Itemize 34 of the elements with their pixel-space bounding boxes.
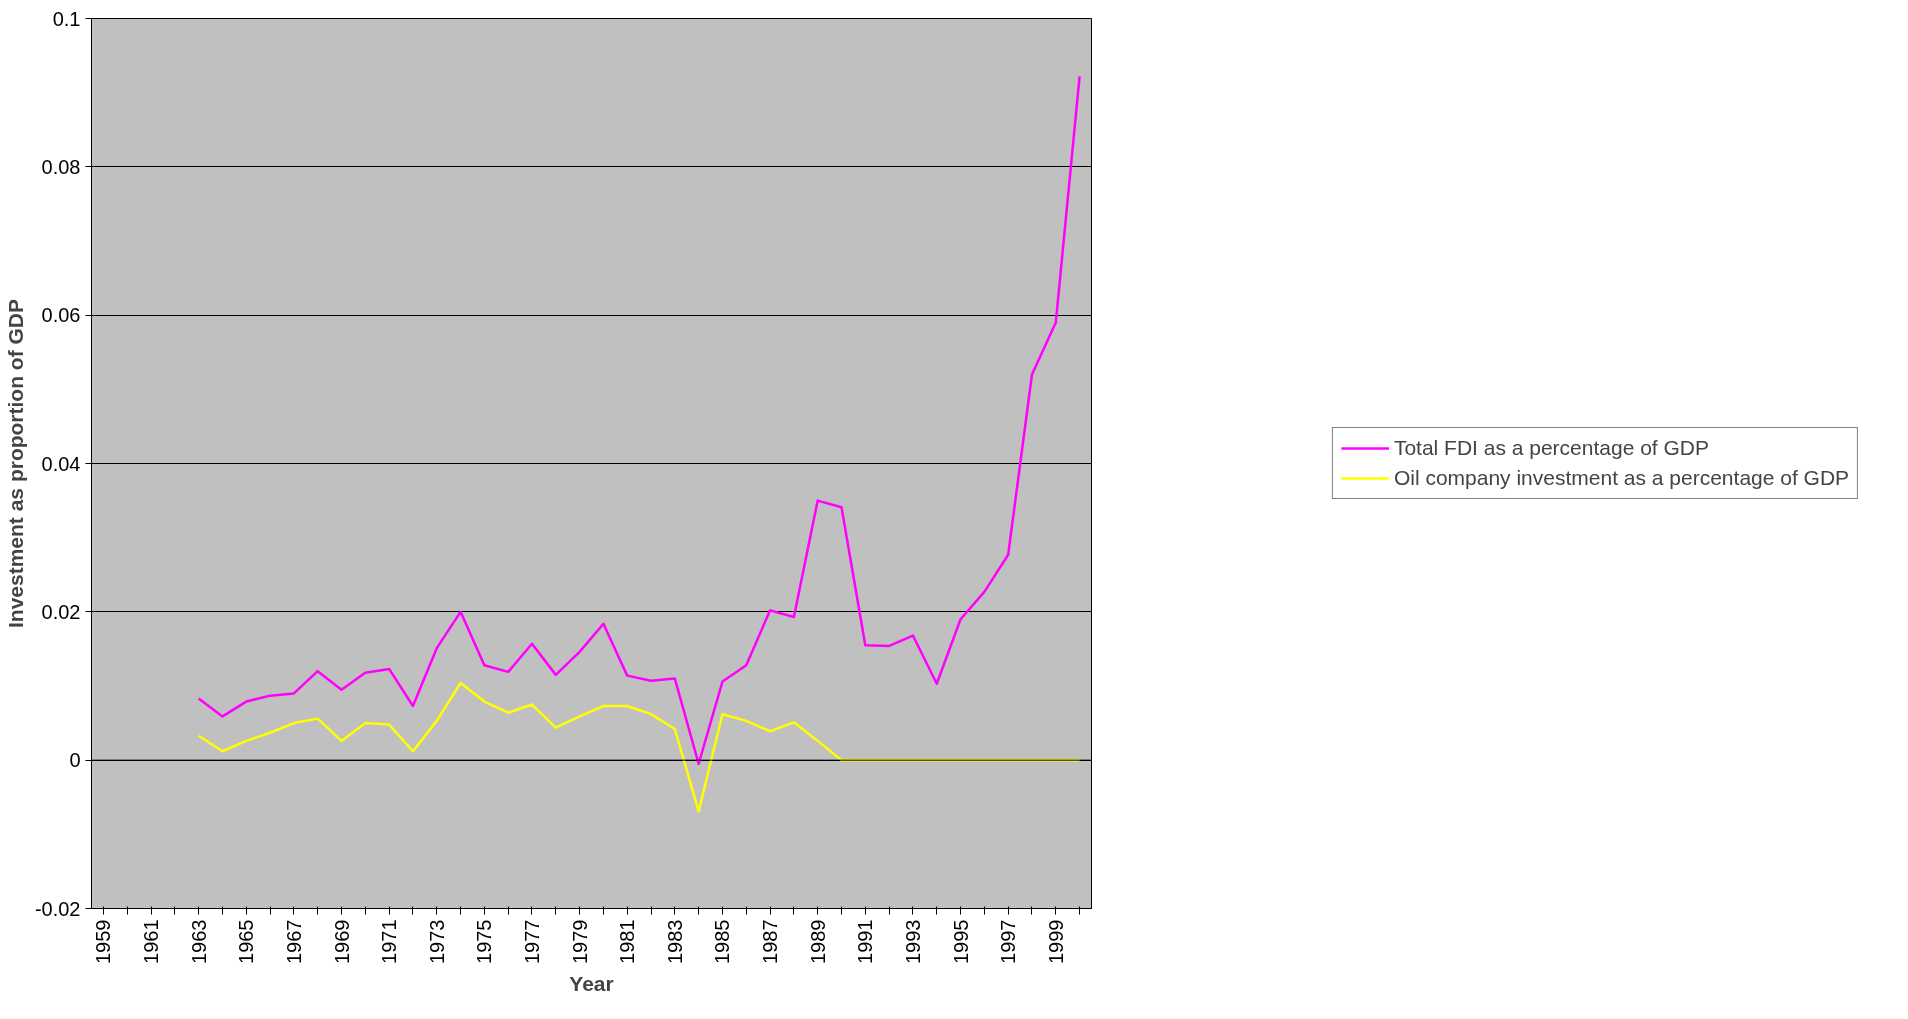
x-tick-label: 1991 — [854, 919, 877, 964]
x-tick-label: 1973 — [425, 919, 448, 964]
x-tick-label: 1969 — [330, 919, 353, 964]
y-tick-label: 0.04 — [41, 452, 81, 475]
y-tick-label: 0.06 — [41, 304, 81, 327]
x-tick-label: 1989 — [806, 919, 829, 964]
x-tick-label: 1961 — [140, 919, 163, 964]
x-tick-label: 1987 — [759, 919, 782, 964]
x-tick-label: 1971 — [378, 919, 401, 964]
x-tick-label: 1967 — [282, 919, 305, 964]
x-tick-label: 1993 — [901, 919, 924, 964]
legend-label: Oil company investment as a percentage of GDP — [1393, 466, 1850, 490]
y-axis-title: Investment as proportion of GDP — [3, 298, 27, 629]
y-tick-label: -0.02 — [34, 897, 81, 920]
y-tick-label: 0.1 — [52, 7, 81, 30]
x-tick-label: 1979 — [568, 919, 591, 964]
x-tick-label: 1965 — [235, 919, 258, 964]
x-tick-label: 1975 — [473, 919, 496, 964]
x-tick-label: 1985 — [711, 919, 734, 964]
legend-label: Total FDI as a percentage of GDP — [1393, 436, 1710, 460]
y-tick-label: 0.08 — [41, 155, 81, 178]
x-axis-title: Year — [569, 971, 614, 995]
line-series — [197, 75, 1081, 766]
x-tick-label: 1999 — [1044, 919, 1067, 964]
x-tick-label: 1997 — [997, 919, 1020, 964]
x-tick-label: 1977 — [520, 919, 543, 964]
y-tick-label: 0 — [69, 749, 81, 772]
y-tick-label: 0.02 — [41, 600, 81, 623]
x-tick-label: 1981 — [616, 919, 639, 964]
x-tick-label: 1983 — [663, 919, 686, 964]
x-tick-label: 1995 — [949, 919, 972, 964]
line-series — [197, 681, 1081, 813]
x-tick-label: 1959 — [92, 919, 115, 964]
x-tick-label: 1963 — [187, 919, 210, 964]
